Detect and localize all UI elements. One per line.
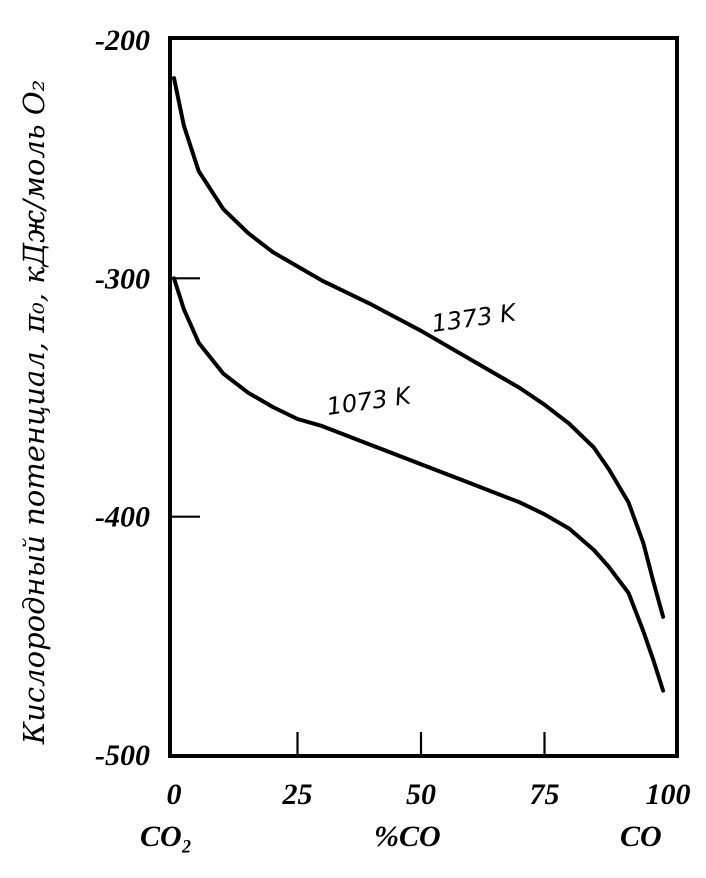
- x-left-label: CO₂: [140, 820, 192, 853]
- x-axis-ticks: 0 25 50 75 100: [167, 732, 691, 811]
- y-axis-ticks: -200 -300 -400 -500: [95, 24, 200, 772]
- x-tick-label: 100: [646, 778, 691, 811]
- x-tick-label: 0: [167, 778, 182, 811]
- series-label-1373: 1373 K: [430, 298, 520, 338]
- y-tick-label: -300: [95, 262, 150, 295]
- x-right-label: CO: [620, 820, 662, 853]
- y-axis-label: Кислородный потенциал, π₀, кДж/моль O₂: [17, 80, 51, 745]
- x-tick-label: 75: [530, 778, 560, 811]
- x-axis-label: %CO: [374, 820, 441, 853]
- x-tick-label: 25: [282, 778, 313, 811]
- series-line-0: [172, 76, 666, 619]
- y-tick-label: -400: [95, 501, 150, 534]
- series-layer: [172, 76, 666, 693]
- plot-frame: [168, 36, 679, 758]
- series-label-1073: 1073 K: [325, 381, 415, 421]
- x-tick-label: 50: [406, 778, 436, 811]
- series-line-1: [172, 276, 666, 693]
- y-tick-label: -200: [95, 24, 150, 57]
- y-tick-label: -500: [95, 739, 150, 772]
